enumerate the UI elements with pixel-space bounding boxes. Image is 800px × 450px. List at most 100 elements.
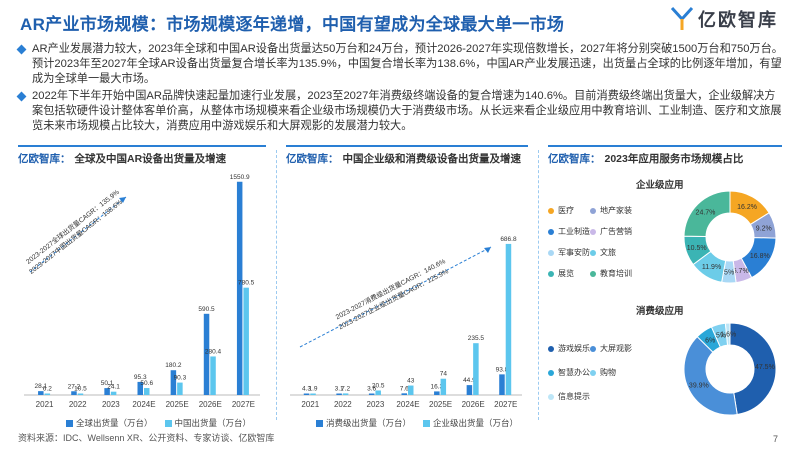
legend-item: 消费级出货量（万台）	[316, 417, 411, 429]
slice-label: 9.2%	[756, 225, 772, 232]
data-label: 1.9	[309, 386, 318, 393]
trend-arrow	[299, 246, 492, 348]
bar	[177, 382, 183, 395]
chart-title: 亿欧智库： 中国企业级和消费级设备出货量及增速	[286, 152, 521, 165]
legend-item: 中国出货量（万台）	[164, 417, 251, 429]
chart-legend: 全球出货量（万台） 中国出货量（万台）	[66, 417, 251, 429]
data-label: 74	[440, 371, 448, 378]
bar	[473, 343, 479, 395]
data-label: 24.1	[107, 384, 120, 391]
bar	[499, 374, 505, 395]
data-label: 27.2	[68, 383, 81, 390]
legend-item: 教育培训	[590, 268, 632, 279]
slice-label: 5%	[724, 269, 734, 276]
bar	[38, 391, 44, 395]
data-label: 7.6	[400, 385, 409, 392]
x-tick-label: 2027E	[494, 400, 517, 409]
data-label: 16.3	[430, 383, 443, 390]
bar	[137, 381, 143, 395]
diamond-bullet-icon	[16, 91, 27, 102]
summary-bullets: AR产业发展潜力较大，2023年全球和中国AR设备出货量达50万台和24万台，预…	[16, 42, 784, 136]
slice-label: 1.6%	[720, 332, 736, 339]
legend-item: 全球出货量（万台）	[66, 417, 153, 429]
data-label: 90.3	[174, 375, 187, 382]
bar-chart-svg: 2021 28.16.2 2022 27.210.5 2023 50.124.1 2024E…	[24, 174, 260, 409]
bar	[104, 388, 110, 395]
donut-slice	[683, 335, 738, 416]
bullet-text: 2022年下半年开始中国AR品牌快速起量加速行业发展，2023至2027年消费级…	[32, 90, 782, 132]
data-label: 50.1	[101, 380, 114, 387]
global-china-shipment-chart: 亿欧智库： 全球及中国AR设备出货量及增速 2021 28.1 6.2 2022 27.…	[18, 145, 266, 429]
x-tick-label: 2026E	[199, 400, 222, 409]
bar	[336, 393, 342, 395]
data-label: 50.6	[140, 380, 153, 387]
bar	[144, 388, 150, 395]
data-label: 10.5	[74, 386, 87, 393]
bar	[303, 393, 310, 395]
x-tick-label: 2022	[334, 400, 352, 409]
legend-item: 信息提示	[548, 391, 590, 402]
page-title: AR产业市场规模：市场规模逐年递增，中国有望成为全球最大单一市场	[20, 15, 565, 34]
legend-item: 医疗	[548, 205, 574, 216]
page-number: 7	[772, 434, 778, 444]
bar-chart-svg: 20214.31.920223.17.220233.620.52024E7.64…	[290, 236, 522, 409]
source-note: 资料来源：IDC、Wellsenn XR、公开资料、专家访谈、亿欧智库	[18, 433, 275, 443]
cagr-annotation: 2023-2027全球出货量CAGR：135.9%	[24, 187, 121, 265]
bullet-item: AR产业发展潜力较大，2023年全球和中国AR设备出货量达50万台和24万台，预…	[16, 42, 784, 87]
cagr-annotation: 2023-2027消费级出货量CAGR：140.6%	[334, 256, 447, 321]
bullet-item: 2022年下半年开始中国AR品牌快速起量加速行业发展，2023至2027年消费级…	[16, 89, 784, 134]
legend-item: 游戏娱乐	[548, 343, 590, 354]
logo-text: 亿欧智库	[698, 10, 778, 30]
panel-divider	[276, 150, 278, 420]
x-tick-label: 2022	[69, 400, 87, 409]
x-tick-label: 2024E	[132, 400, 155, 409]
chart-title: 亿欧智库： 2023年应用服务市场规模占比	[548, 152, 744, 165]
data-label: 686.8	[500, 236, 517, 243]
data-label: 7.2	[341, 385, 350, 392]
donut-chart-svg: 16.2%9.2%16.8%5.7%5%11.9%10.5%24.7%47.5%…	[683, 190, 777, 416]
legend-item: 广告营销	[590, 226, 632, 237]
data-label: 95.3	[134, 374, 147, 381]
legend-item: 展览	[548, 268, 574, 279]
bar	[466, 385, 473, 395]
bar	[375, 390, 381, 395]
bar	[368, 393, 375, 395]
arrow-head-icon	[119, 197, 126, 203]
logo-icon	[670, 6, 694, 30]
legend-item: 智慧办公	[548, 367, 590, 378]
x-tick-label: 2024E	[396, 400, 419, 409]
data-label: 93.8	[496, 366, 509, 373]
slice-label: 5%	[716, 333, 726, 340]
bar	[342, 393, 349, 395]
x-tick-label: 2021	[301, 400, 319, 409]
bar	[434, 391, 440, 395]
legend-item: 军事安防	[548, 247, 590, 258]
legend-item: 企业级出货量（万台）	[423, 417, 518, 429]
bar	[505, 243, 512, 395]
donut-slice	[683, 190, 731, 238]
bar	[408, 385, 414, 395]
consumer-subtitle: 消费级应用	[636, 306, 684, 317]
bar	[210, 356, 216, 395]
data-label: 20.5	[372, 382, 385, 389]
data-label: 44.9	[463, 377, 476, 384]
data-label: 180.2	[165, 362, 182, 369]
bar	[110, 391, 117, 395]
x-tick-label: 2023	[102, 400, 120, 409]
x-tick-label: 2021	[36, 400, 54, 409]
arrow-head-icon	[484, 247, 491, 253]
slice-label: 5.7%	[733, 268, 749, 275]
bar	[44, 393, 51, 395]
x-tick-label: 2023	[367, 400, 385, 409]
brand-logo: 亿欧智库	[670, 6, 778, 32]
trend-arrow	[29, 196, 127, 273]
chart-legend: 消费级出货量（万台） 企业级出货量（万台）	[316, 417, 518, 429]
slice-label: 16.2%	[737, 204, 757, 211]
slice-label: 24.7%	[696, 210, 716, 217]
legend-item: 地产家装	[590, 205, 632, 216]
bar	[236, 181, 243, 395]
legend-item: 工业制造	[548, 226, 590, 237]
panel-divider	[538, 150, 540, 420]
slice-label: 10.5%	[687, 245, 707, 252]
data-label: 590.5	[198, 306, 215, 313]
